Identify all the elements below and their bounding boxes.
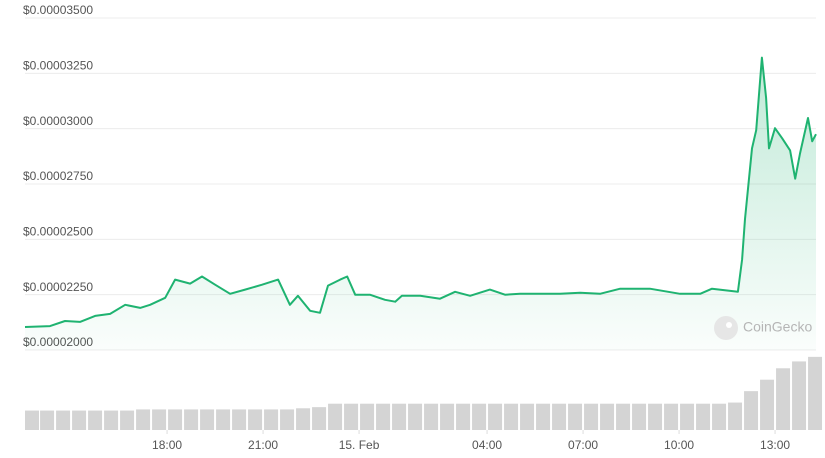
volume-bar xyxy=(88,410,103,430)
volume-bar xyxy=(56,410,71,430)
volume-bar xyxy=(696,403,711,430)
volume-bar xyxy=(376,403,391,430)
y-tick-label: $0.00003250 xyxy=(23,59,93,73)
y-tick-label: $0.00002250 xyxy=(23,280,93,294)
volume-bar xyxy=(104,410,119,430)
x-tick-label: 07:00 xyxy=(568,438,598,452)
price-area xyxy=(25,57,816,350)
volume-bar xyxy=(184,409,199,430)
volume-bar xyxy=(792,361,807,430)
volume-bar xyxy=(664,403,679,430)
volume-bar xyxy=(344,403,359,430)
volume-bar xyxy=(328,403,343,430)
watermark-icon-eye xyxy=(726,322,732,328)
volume-bar xyxy=(296,408,311,430)
x-tick-label: 21:00 xyxy=(248,438,278,452)
volume-bar xyxy=(248,409,263,430)
x-tick-label: 13:00 xyxy=(760,438,790,452)
volume-bar xyxy=(168,409,183,430)
volume-bar xyxy=(312,407,327,430)
watermark-icon xyxy=(714,316,738,340)
volume-bar xyxy=(760,379,775,430)
volume-bar xyxy=(40,410,55,430)
y-tick-label: $0.00003500 xyxy=(23,3,93,17)
volume-bar xyxy=(600,403,615,430)
watermark: CoinGecko xyxy=(714,316,812,340)
volume-bar xyxy=(264,409,279,430)
volume-bar xyxy=(392,403,407,430)
y-tick-label: $0.00003000 xyxy=(23,114,93,128)
volume-bar xyxy=(280,409,295,430)
price-line xyxy=(24,56,817,328)
volume-bar xyxy=(424,403,439,430)
x-tick-label: 04:00 xyxy=(472,438,502,452)
x-tick-label: 10:00 xyxy=(664,438,694,452)
volume-bar xyxy=(136,409,151,430)
volume-bar xyxy=(632,403,647,430)
volume-bar xyxy=(648,403,663,430)
watermark-text: CoinGecko xyxy=(743,319,812,335)
volume-bar xyxy=(232,409,247,430)
volume-bar xyxy=(152,409,167,430)
volume-bar xyxy=(568,403,583,430)
volume-bar xyxy=(616,403,631,430)
volume-bar xyxy=(488,403,503,430)
volume-bar xyxy=(440,403,455,430)
y-tick-label: $0.00002750 xyxy=(23,169,93,183)
volume-bar xyxy=(360,403,375,430)
volume-bar xyxy=(808,356,823,430)
volume-bar xyxy=(72,410,87,430)
volume-bar xyxy=(200,409,215,430)
volume-bar xyxy=(536,403,551,430)
volume-bar xyxy=(680,403,695,430)
volume-bar xyxy=(776,368,791,430)
volume-bar xyxy=(744,391,759,430)
volume-bar xyxy=(504,403,519,430)
volume-bar xyxy=(712,403,727,430)
x-tick-label: 18:00 xyxy=(152,438,182,452)
volume-bar xyxy=(408,403,423,430)
volume-bar xyxy=(472,403,487,430)
volume-bar xyxy=(520,403,535,430)
y-tick-label: $0.00002500 xyxy=(23,225,93,239)
volume-bar xyxy=(584,403,599,430)
volume-bar xyxy=(216,409,231,430)
volume-bar xyxy=(552,403,567,430)
volume-bar xyxy=(120,410,135,430)
x-tick-label: 15. Feb xyxy=(339,438,380,452)
volume-bar xyxy=(728,402,743,430)
volume-bar xyxy=(25,410,39,430)
volume-bar xyxy=(456,403,471,430)
